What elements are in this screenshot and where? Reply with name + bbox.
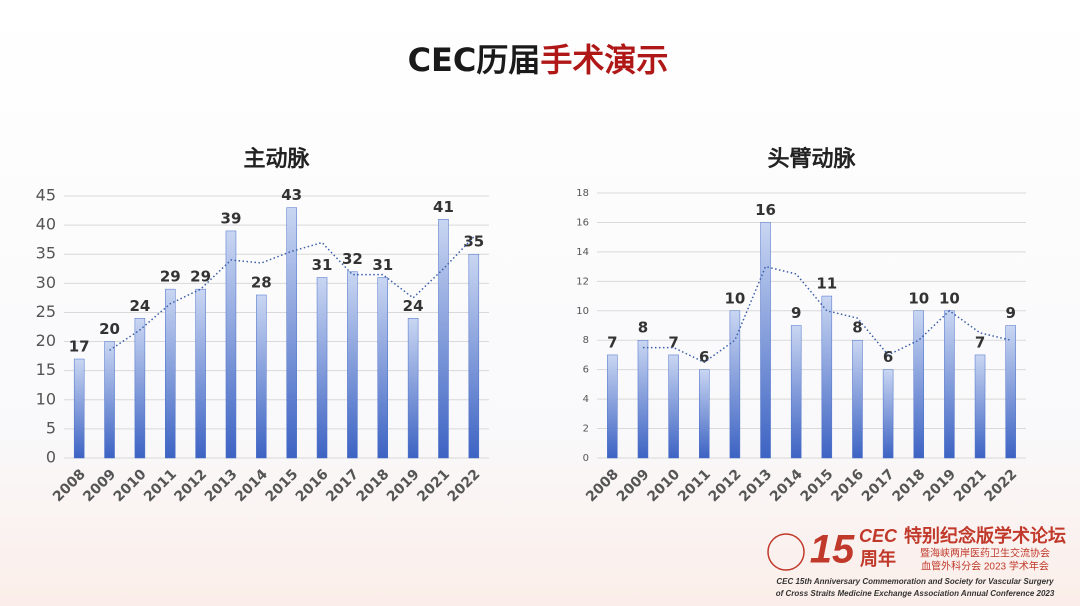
bar — [852, 339, 863, 459]
bar — [165, 288, 176, 459]
y-tick-label: 25 — [36, 302, 56, 321]
footer-number: 15 — [810, 528, 855, 572]
bar — [104, 341, 115, 459]
value-label: 39 — [221, 209, 242, 227]
y-tick-label: 4 — [583, 394, 589, 405]
title-part: CEC历届 — [408, 41, 541, 79]
value-label: 9 — [1005, 304, 1015, 322]
y-tick-label: 35 — [36, 244, 56, 263]
y-tick-label: 0 — [583, 453, 589, 464]
footer: 15 CEC 周年 特别纪念版学术论坛 暨海峡两岸医药卫生交流协会 血管外科分会… — [767, 525, 1066, 598]
value-label: 28 — [251, 273, 272, 291]
value-label: 20 — [99, 320, 120, 338]
value-label: 43 — [281, 186, 302, 204]
y-tick-label: 45 — [36, 186, 56, 205]
value-label: 29 — [190, 268, 211, 286]
title-part: 手术演示 — [540, 41, 668, 79]
value-label: 35 — [463, 233, 484, 251]
logo-ring — [767, 533, 805, 571]
bar — [407, 318, 419, 459]
value-label: 9 — [791, 304, 801, 322]
value-label: 7 — [668, 333, 678, 351]
y-tick-label: 18 — [576, 188, 589, 199]
slide-title: CEC历届手术演示 — [408, 41, 669, 79]
value-label: 24 — [129, 297, 150, 315]
value-label: 11 — [816, 275, 837, 293]
footer-line: 暨海峡两岸医药卫生交流协会 — [920, 547, 1050, 560]
y-tick-label: 2 — [583, 424, 589, 435]
bar — [134, 318, 146, 459]
bar — [195, 288, 206, 459]
value-label: 32 — [342, 250, 363, 268]
bar — [668, 354, 679, 459]
value-label: 6 — [699, 348, 709, 366]
bar — [73, 358, 85, 459]
chart-title: 头臂动脉 — [767, 146, 856, 172]
value-label: 31 — [312, 256, 333, 274]
bar — [944, 310, 955, 459]
y-tick-label: 8 — [583, 335, 589, 346]
footer-en: CEC 15th Anniversary Commemoration and S… — [776, 577, 1054, 586]
value-label: 29 — [160, 268, 181, 286]
value-label: 8 — [852, 319, 862, 337]
footer-line: 血管外科分会 2023 学术年会 — [921, 560, 1049, 573]
y-tick-label: 40 — [36, 215, 56, 234]
bar — [729, 310, 741, 459]
value-label: 24 — [403, 297, 424, 315]
footer-forum: 特别纪念版学术论坛 — [904, 525, 1066, 546]
y-tick-label: 15 — [36, 360, 56, 379]
value-label: 10 — [939, 289, 960, 307]
value-label: 7 — [975, 333, 985, 351]
y-tick-label: 10 — [36, 389, 56, 408]
bar — [760, 222, 771, 459]
bar — [286, 207, 297, 459]
bar — [913, 310, 924, 459]
bar — [377, 277, 388, 459]
trend-line — [109, 236, 475, 351]
value-label: 7 — [607, 333, 617, 351]
footer-en: of Cross Straits Medicine Exchange Assoc… — [776, 589, 1055, 598]
bar — [699, 369, 710, 459]
chart-title: 主动脉 — [243, 147, 310, 172]
bar — [225, 230, 237, 459]
bar — [316, 277, 328, 459]
value-label: 31 — [372, 256, 393, 274]
y-tick-label: 0 — [46, 448, 56, 467]
bar — [974, 354, 986, 459]
trend-line — [642, 265, 1011, 364]
bar — [637, 339, 649, 459]
y-tick-label: 12 — [576, 276, 589, 287]
y-tick-label: 6 — [583, 365, 589, 376]
bar — [1005, 325, 1016, 459]
bar — [821, 295, 833, 459]
y-tick-label: 5 — [46, 418, 56, 437]
bar — [790, 325, 802, 459]
value-label: 8 — [638, 319, 648, 337]
value-label: 6 — [883, 348, 893, 366]
value-label: 10 — [908, 289, 929, 307]
bar — [468, 253, 480, 459]
bar — [256, 294, 267, 459]
value-label: 10 — [724, 289, 745, 307]
value-label: 16 — [755, 201, 776, 219]
bar — [438, 219, 449, 459]
y-tick-label: 16 — [576, 217, 589, 228]
bar — [882, 369, 894, 459]
footer-brand: CEC — [859, 526, 898, 546]
value-label: 41 — [433, 198, 454, 216]
value-label: 17 — [69, 338, 90, 356]
bar — [607, 354, 618, 459]
y-tick-label: 30 — [36, 273, 56, 292]
y-tick-label: 20 — [36, 331, 56, 350]
y-tick-label: 14 — [576, 247, 589, 258]
y-tick-label: 10 — [576, 306, 589, 317]
bar — [347, 271, 358, 459]
footer-years: 周年 — [860, 548, 896, 569]
